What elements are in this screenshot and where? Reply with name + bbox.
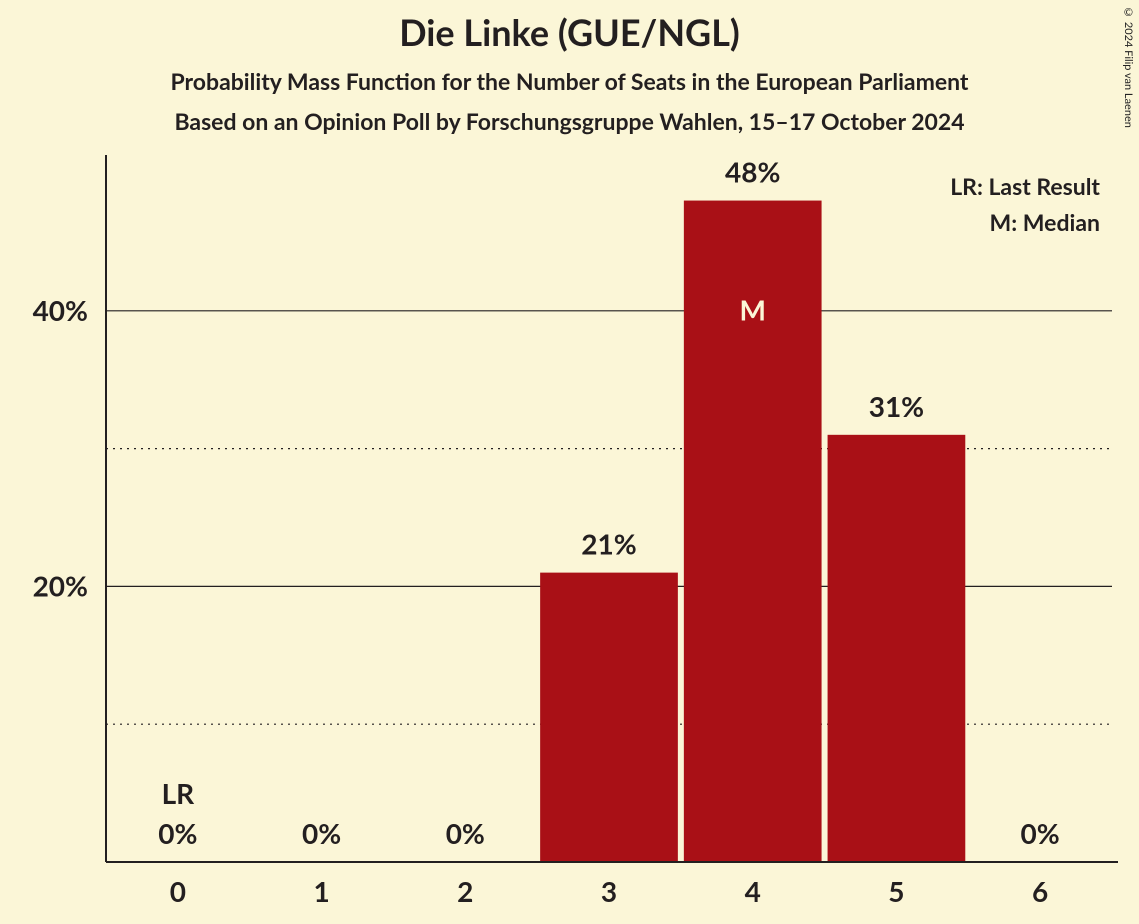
svg-text:Die Linke (GUE/NGL): Die Linke (GUE/NGL) — [399, 10, 740, 54]
svg-text:0%: 0% — [446, 816, 485, 850]
svg-text:M: M — [739, 293, 765, 327]
svg-text:2: 2 — [457, 874, 473, 908]
svg-text:LR: Last Result: LR: Last Result — [950, 172, 1100, 200]
svg-text:4: 4 — [745, 874, 761, 908]
svg-text:0%: 0% — [302, 816, 341, 850]
svg-text:3: 3 — [601, 874, 617, 908]
svg-text:20%: 20% — [33, 568, 88, 602]
svg-text:40%: 40% — [33, 293, 88, 327]
chart-container: Die Linke (GUE/NGL) Probability Mass Func… — [0, 0, 1139, 924]
svg-text:0%: 0% — [158, 816, 197, 850]
copyright-text: © 2024 Filip van Laenen — [1122, 6, 1135, 128]
svg-text:31%: 31% — [869, 389, 924, 423]
svg-text:Probability Mass Function for: Probability Mass Function for the Number… — [171, 67, 969, 95]
svg-text:1: 1 — [313, 874, 329, 908]
svg-text:0: 0 — [170, 874, 186, 908]
svg-text:M: Median: M: Median — [990, 208, 1100, 236]
svg-text:Based on an Opinion Poll by Fo: Based on an Opinion Poll by Forschungsgr… — [174, 107, 964, 135]
pmf-bar-chart: Die Linke (GUE/NGL) Probability Mass Func… — [0, 0, 1139, 924]
svg-text:0%: 0% — [1021, 816, 1060, 850]
svg-text:5: 5 — [888, 874, 904, 908]
svg-text:LR: LR — [162, 776, 196, 810]
svg-text:6: 6 — [1032, 874, 1048, 908]
svg-text:48%: 48% — [725, 155, 780, 189]
svg-text:21%: 21% — [581, 527, 636, 561]
